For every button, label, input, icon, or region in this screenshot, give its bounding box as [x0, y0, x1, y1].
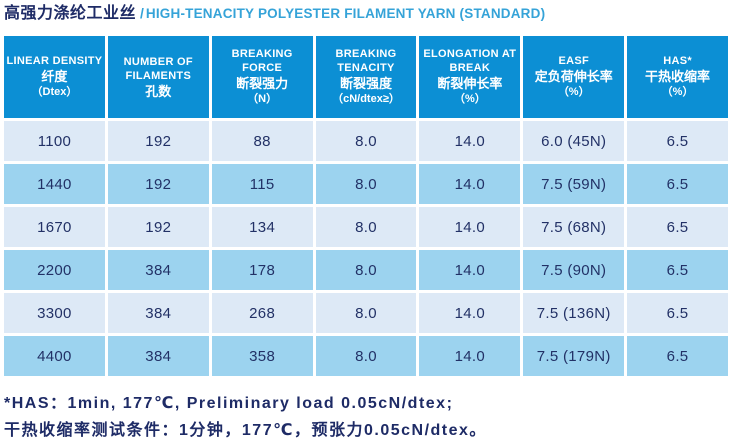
table-cell: 268 [211, 293, 313, 333]
table-cell: 6.5 [627, 207, 728, 247]
header-cell-breaking-tenacity: BREAKING TENACITY 断裂强度 （cN/dtex≥） [315, 36, 417, 118]
table-cell: 14.0 [419, 207, 521, 247]
header-en-label: BREAKING FORCE [231, 48, 293, 74]
table-cell: 1100 [4, 121, 105, 161]
table-cell: 7.5 (179N) [523, 336, 625, 376]
table-cell: 8.0 [315, 336, 417, 376]
table-cell: 1670 [4, 207, 105, 247]
page-title: 高强力涤纶工业丝 / HIGH-TENACITY POLYESTER FILAMEN… [0, 0, 732, 24]
table-cell: 14.0 [419, 164, 521, 204]
header-en-label: EASF [558, 55, 589, 67]
header-cn-label: 干热收缩率 [645, 69, 711, 84]
title-separator: / [140, 5, 144, 21]
page-title-chinese: 高强力涤纶工业丝 [4, 5, 137, 22]
table-cell: 192 [107, 207, 209, 247]
table-cell: 3300 [4, 293, 105, 333]
header-unit-label: （%） [557, 86, 590, 98]
table-cell: 384 [107, 293, 209, 333]
table-cell: 6.5 [627, 250, 728, 290]
table-cell: 192 [107, 164, 209, 204]
table-cell: 6.5 [627, 336, 728, 376]
header-cell-linear-density: LINEAR DENSITY 纤度 （Dtex） [4, 36, 105, 118]
header-cn-label: 纤度 [41, 69, 68, 84]
table-cell: 134 [211, 207, 313, 247]
table-cell: 384 [107, 250, 209, 290]
header-en-label: HAS* [663, 55, 692, 67]
table-cell: 8.0 [315, 250, 417, 290]
footnote-line-1: *HAS：1min, 177℃, Preliminary load 0.05cN… [4, 395, 454, 412]
header-en-label: ELONGATION AT BREAK [423, 48, 517, 74]
header-cn-label: 断裂伸长率 [437, 76, 503, 91]
table-cell: 7.5 (59N) [523, 164, 625, 204]
table-cell: 1440 [4, 164, 105, 204]
header-en-label: LINEAR DENSITY [6, 55, 103, 67]
table-cell: 14.0 [419, 250, 521, 290]
table-cell: 14.0 [419, 336, 521, 376]
header-cell-elongation-at-break: ELONGATION AT BREAK 断裂伸长率 （%） [419, 36, 521, 118]
table-cell: 7.5 (136N) [523, 293, 625, 333]
table-cell: 6.5 [627, 121, 728, 161]
yarn-spec-table: LINEAR DENSITY 纤度 （Dtex） NUMBER OF FILAM… [4, 36, 728, 376]
table-cell: 358 [211, 336, 313, 376]
table-cell: 6.5 [627, 293, 728, 333]
header-unit-label: （N） [247, 93, 278, 105]
table-cell: 88 [211, 121, 313, 161]
table-cell: 6.5 [627, 164, 728, 204]
header-cell-breaking-force: BREAKING FORCE 断裂强力 （N） [211, 36, 313, 118]
table-cell: 8.0 [315, 164, 417, 204]
footnotes: *HAS：1min, 177℃, Preliminary load 0.05cN… [4, 390, 732, 444]
table-cell: 8.0 [315, 121, 417, 161]
table-cell: 192 [107, 121, 209, 161]
table-cell: 384 [107, 336, 209, 376]
table-cell: 2200 [4, 250, 105, 290]
table-cell: 8.0 [315, 293, 417, 333]
header-cn-label: 断裂强力 [236, 76, 289, 91]
table-cell: 8.0 [315, 207, 417, 247]
header-cn-label: 定负荷伸长率 [534, 69, 613, 84]
table-cell: 115 [211, 164, 313, 204]
page-title-english: HIGH-TENACITY POLYESTER FILAMENT YARN (S… [145, 6, 546, 21]
table-cell: 7.5 (90N) [523, 250, 625, 290]
table-cell: 6.0 (45N) [523, 121, 625, 161]
header-unit-label: （%） [661, 86, 694, 98]
header-cell-has: HAS* 干热收缩率 （%） [627, 36, 728, 118]
header-cn-label: 孔数 [145, 83, 172, 99]
header-unit-label: （%） [453, 93, 486, 105]
header-unit-label: （Dtex） [31, 86, 78, 98]
table-cell: 14.0 [419, 293, 521, 333]
footnote-line-2: 干热收缩率测试条件：1分钟，177℃，预张力0.05cN/dtex。 [4, 422, 487, 439]
header-cell-number-of-filaments: NUMBER OF FILAMENTS 孔数 [107, 36, 209, 118]
table-cell: 7.5 (68N) [523, 207, 625, 247]
table-cell: 4400 [4, 336, 105, 376]
header-en-label: NUMBER OF FILAMENTS [123, 55, 193, 82]
header-cn-label: 断裂强度 [339, 76, 392, 91]
table-cell: 178 [211, 250, 313, 290]
header-unit-label: （cN/dtex≥） [332, 93, 400, 105]
header-cell-easf: EASF 定负荷伸长率 （%） [523, 36, 625, 118]
header-en-label: BREAKING TENACITY [335, 48, 397, 74]
table-cell: 14.0 [419, 121, 521, 161]
